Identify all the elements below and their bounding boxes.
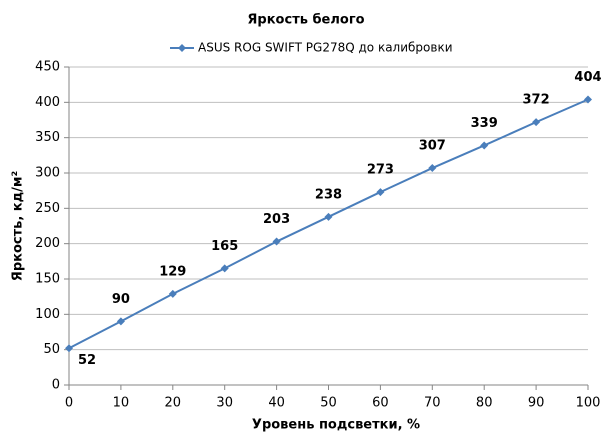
y-tick-label: 100 xyxy=(35,307,60,322)
y-tick-label: 50 xyxy=(43,342,60,357)
y-tick-label: 250 xyxy=(35,201,60,216)
x-tick-label: 40 xyxy=(268,396,285,411)
point xyxy=(428,164,437,173)
x-tick-label: 100 xyxy=(576,396,601,411)
x-tick-label: 80 xyxy=(476,396,493,411)
x-tick-label: 0 xyxy=(65,396,73,411)
x-tick-label: 70 xyxy=(424,396,441,411)
x-axis-label: Уровень подсветки, % xyxy=(252,418,420,433)
data-label: 52 xyxy=(78,353,96,368)
data-label: 129 xyxy=(159,264,186,279)
point xyxy=(65,344,73,353)
point xyxy=(532,118,541,127)
x-tick-label: 10 xyxy=(113,396,130,411)
data-label: 203 xyxy=(263,212,290,227)
data-label: 273 xyxy=(367,163,394,178)
x-tick-label: 60 xyxy=(372,396,389,411)
x-tick-label: 90 xyxy=(528,396,545,411)
y-axis-label: Яркость, кд/м² xyxy=(11,171,26,281)
point xyxy=(584,95,592,104)
x-tick-label: 50 xyxy=(320,396,337,411)
data-label: 372 xyxy=(523,93,550,108)
legend-label: ASUS ROG SWIFT PG278Q до калибровки xyxy=(198,41,453,55)
data-label: 307 xyxy=(419,139,446,154)
data-label: 90 xyxy=(112,292,130,307)
point xyxy=(376,188,385,197)
data-label: 165 xyxy=(211,239,238,254)
y-tick-label: 150 xyxy=(35,272,60,287)
legend-marker xyxy=(178,44,186,52)
data-label: 339 xyxy=(471,116,498,131)
y-tick-label: 0 xyxy=(52,378,60,393)
point xyxy=(168,289,177,298)
y-tick-label: 450 xyxy=(35,60,60,75)
point xyxy=(220,264,229,273)
point xyxy=(324,212,333,221)
point xyxy=(480,141,489,150)
x-tick-label: 20 xyxy=(165,396,182,411)
chart-title: Яркость белого xyxy=(247,13,364,28)
data-label: 238 xyxy=(315,187,342,202)
series-line xyxy=(68,98,589,350)
y-tick-label: 200 xyxy=(35,236,60,251)
y-tick-label: 350 xyxy=(35,130,60,145)
y-tick-label: 300 xyxy=(35,166,60,181)
point xyxy=(116,317,125,326)
data-label: 404 xyxy=(574,70,601,85)
y-tick-label: 400 xyxy=(35,95,60,110)
x-tick-label: 30 xyxy=(216,396,233,411)
point xyxy=(272,237,281,246)
